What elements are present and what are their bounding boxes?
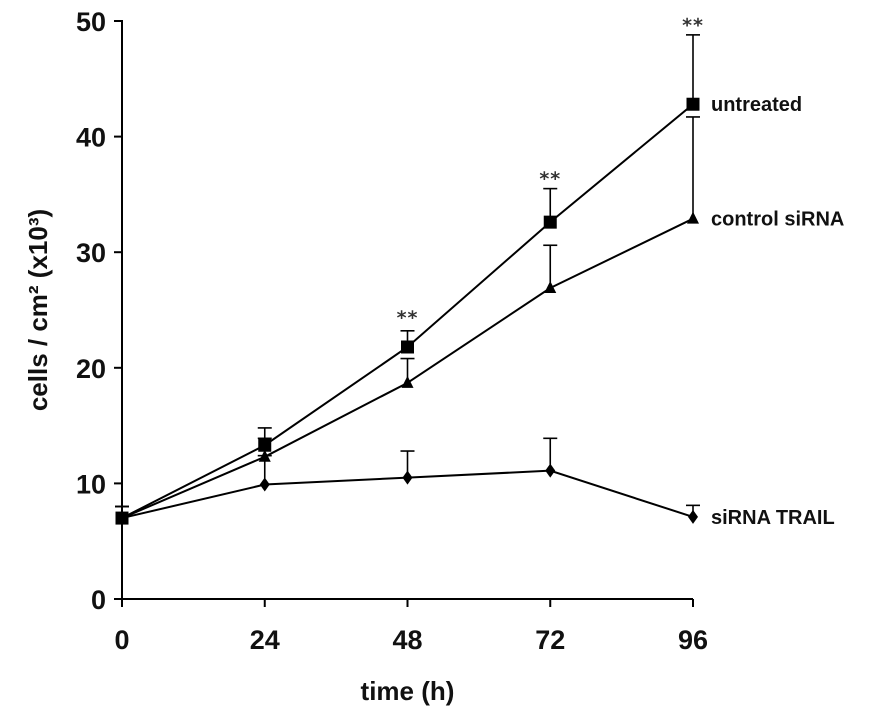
x-ticks: 0 24 48 72 96	[114, 599, 708, 655]
x-tick-label: 72	[535, 625, 565, 655]
series-control-sirna: control siRNA	[115, 116, 844, 524]
significance-marker: **	[397, 307, 419, 329]
series-label: control siRNA	[711, 209, 844, 231]
series-label: untreated	[711, 94, 802, 116]
x-tick-label: 96	[678, 625, 708, 655]
data-point-diamond	[259, 477, 270, 492]
series-group: untreated control siRNA siRNA TRAIL	[115, 34, 844, 529]
x-tick-label: 24	[250, 625, 280, 655]
y-axis-title: cells / cm² (x10³)	[23, 209, 53, 411]
x-tick-label: 0	[114, 625, 129, 655]
data-point-square	[543, 215, 557, 229]
y-tick-label: 30	[76, 238, 106, 268]
data-point-triangle	[687, 211, 699, 224]
y-tick-label: 40	[76, 123, 106, 153]
x-tick-label: 48	[392, 625, 422, 655]
y-ticks: 0 10 20 30 40 50	[76, 7, 122, 615]
data-point-diamond	[545, 463, 556, 478]
y-tick-label: 0	[91, 585, 106, 615]
data-point-triangle	[401, 375, 414, 388]
data-point-triangle	[544, 281, 557, 294]
data-point-diamond	[117, 511, 127, 526]
y-tick-label: 50	[76, 7, 106, 37]
y-tick-label: 20	[76, 354, 106, 384]
data-point-diamond	[688, 509, 698, 524]
data-point-square	[401, 340, 414, 354]
data-point-square	[686, 97, 700, 111]
y-tick-label: 10	[76, 469, 106, 499]
significance-marker: **	[682, 14, 704, 36]
series-untreated: untreated	[115, 34, 802, 525]
x-axis-title: time (h)	[361, 676, 455, 706]
significance-marker: **	[539, 168, 561, 190]
annotations: ** ** **	[397, 14, 704, 329]
series-label: siRNA TRAIL	[711, 507, 835, 529]
data-point-diamond	[402, 470, 413, 485]
series-sirna-trail: siRNA TRAIL	[115, 437, 835, 529]
